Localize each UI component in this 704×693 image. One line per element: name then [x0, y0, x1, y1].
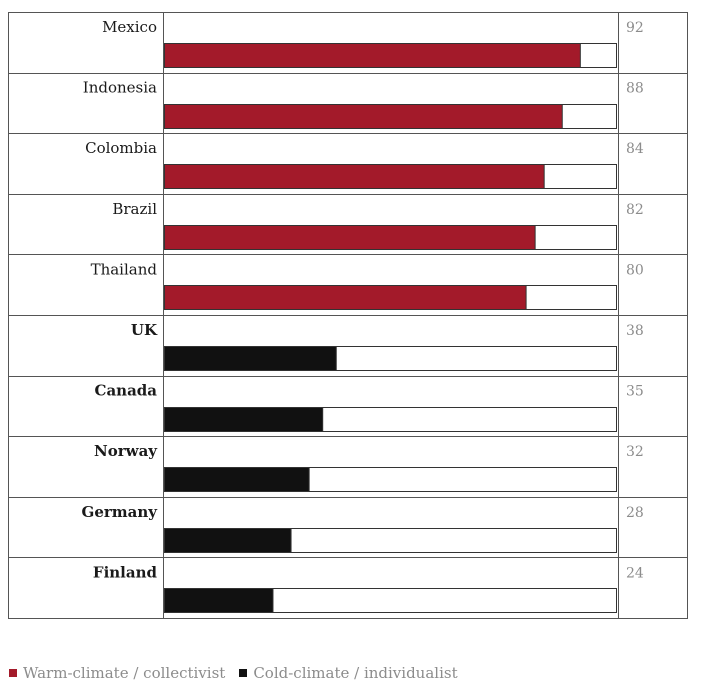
value-label-germany: 28 [626, 505, 644, 521]
bar-finland [164, 588, 274, 613]
bar-colombia [164, 164, 545, 189]
category-label-thailand: Thailand [91, 260, 158, 278]
bar-uk [164, 346, 337, 371]
bar-thailand [164, 285, 527, 310]
legend: Warm-climate / collectivist Cold-climate… [9, 664, 472, 682]
category-label-indonesia: Indonesia [83, 79, 157, 97]
legend-item-cold: Cold-climate / individualist [239, 664, 458, 682]
value-label-colombia: 84 [626, 141, 644, 157]
category-label-finland: Finland [93, 563, 158, 581]
legend-label-cold: Cold-climate / individualist [253, 664, 458, 682]
value-label-thailand: 80 [626, 262, 644, 278]
category-label-colombia: Colombia [85, 139, 157, 157]
bar-mexico [164, 43, 581, 68]
legend-swatch-cold [239, 669, 248, 677]
value-label-uk: 38 [626, 323, 644, 339]
value-label-finland: 24 [626, 565, 644, 581]
category-label-uk: UK [131, 321, 158, 339]
legend-label-warm: Warm-climate / collectivist [23, 664, 226, 682]
category-label-germany: Germany [82, 503, 159, 521]
category-label-norway: Norway [94, 442, 158, 460]
bar-indonesia [164, 104, 563, 129]
bar-germany [164, 528, 292, 553]
category-label-mexico: Mexico [102, 18, 157, 36]
value-label-canada: 35 [626, 384, 644, 400]
category-label-canada: Canada [95, 382, 158, 400]
legend-swatch-warm [9, 669, 17, 677]
value-label-mexico: 92 [626, 20, 644, 36]
value-label-norway: 32 [626, 444, 644, 460]
bar-norway [164, 467, 310, 492]
bar-brazil [164, 225, 536, 250]
category-label-brazil: Brazil [112, 200, 157, 218]
value-label-brazil: 82 [626, 202, 644, 218]
legend-item-warm: Warm-climate / collectivist [9, 664, 225, 682]
bar-canada [164, 407, 324, 432]
value-label-indonesia: 88 [626, 81, 644, 97]
